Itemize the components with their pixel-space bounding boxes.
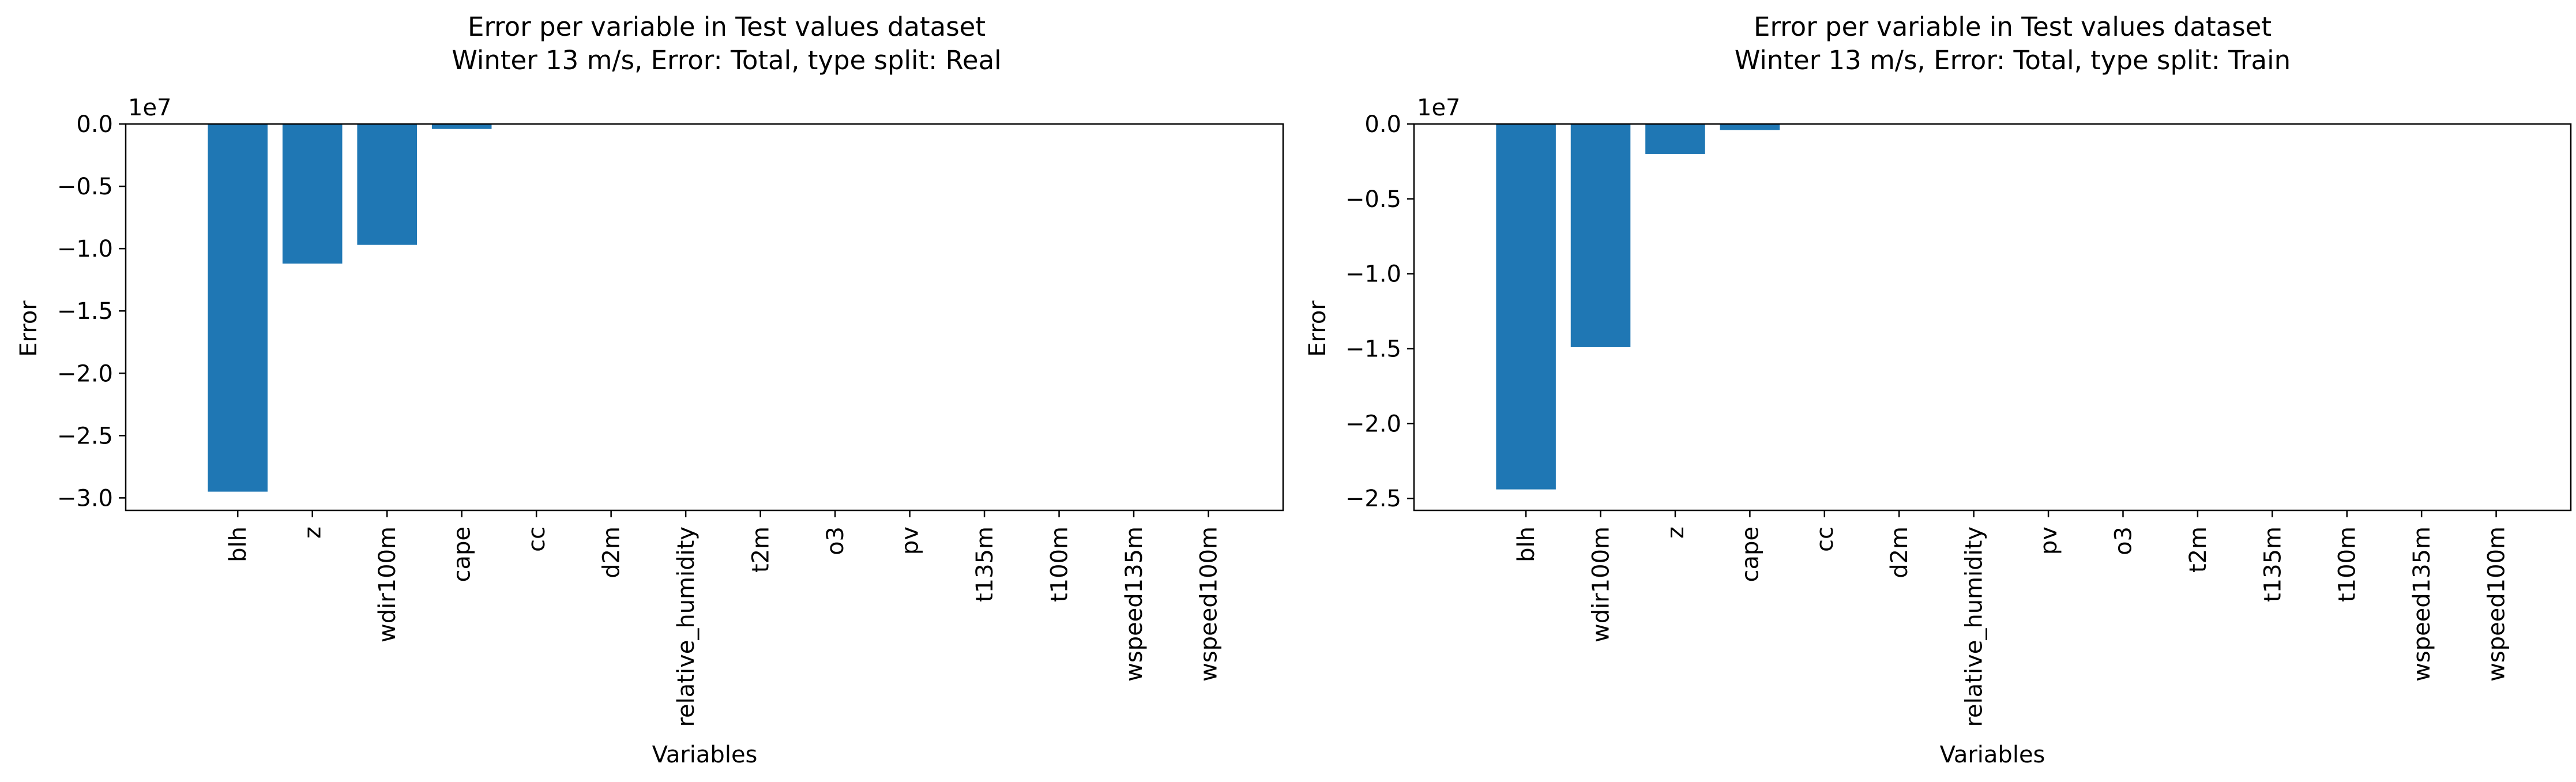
x-tick-label: pv	[897, 527, 924, 555]
bar-z	[282, 124, 343, 264]
x-axis-label: Variables	[1940, 742, 2045, 768]
x-tick-label: wdir100m	[1588, 527, 1615, 642]
x-tick-label: o3	[822, 527, 849, 555]
y-tick-label: −1.5	[57, 298, 113, 325]
x-tick-label: d2m	[599, 527, 625, 578]
bar-blh	[208, 124, 268, 492]
chart-title: Error per variable in Test values datase…	[1754, 12, 2272, 42]
y-tick-label: 0.0	[1364, 111, 1401, 138]
x-tick-label: blh	[1513, 527, 1540, 562]
x-tick-label: cape	[449, 527, 476, 582]
y-tick-label: −1.5	[1345, 336, 1401, 363]
x-tick-label: relative_humidity	[1961, 527, 1988, 727]
bar-blh	[1496, 124, 1556, 490]
x-tick-label: t2m	[748, 527, 774, 573]
x-tick-label: cape	[1737, 527, 1763, 582]
x-tick-label: z	[1663, 527, 1689, 539]
x-tick-label: blh	[225, 527, 251, 562]
x-tick-label: wspeed100m	[2484, 527, 2510, 682]
x-tick-label: cc	[524, 527, 550, 552]
chart-train: Error per variable in Test values datase…	[1304, 12, 2572, 768]
bar-cape	[431, 124, 492, 129]
y-tick-label: −2.5	[57, 423, 113, 449]
y-offset-label: 1e7	[128, 95, 172, 121]
y-tick-label: −0.5	[1345, 186, 1401, 213]
y-tick-label: −2.0	[57, 360, 113, 387]
y-tick-label: 0.0	[76, 111, 113, 138]
x-tick-label: wspeed135m	[2409, 527, 2435, 682]
x-tick-label: wdir100m	[374, 527, 401, 642]
chart-real: Error per variable in Test values datase…	[16, 12, 1284, 768]
y-axis-label: Error	[16, 300, 42, 357]
plot-frame	[125, 123, 1284, 512]
chart-subtitle: Winter 13 m/s, Error: Total, type split:…	[1735, 45, 2291, 76]
y-tick-label: −3.0	[57, 485, 113, 512]
x-tick-label: wspeed100m	[1196, 527, 1223, 682]
bar-wdir100m	[1570, 124, 1631, 347]
plot-frame	[1413, 123, 2572, 512]
y-offset-label: 1e7	[1417, 95, 1461, 121]
x-tick-label: t2m	[2185, 527, 2212, 573]
x-tick-label: cc	[1812, 527, 1838, 552]
x-tick-label: relative_humidity	[673, 527, 700, 727]
y-tick-label: −1.0	[57, 236, 113, 262]
bar-cape	[1720, 124, 1780, 130]
bar-z	[1645, 124, 1705, 154]
chart-subtitle: Winter 13 m/s, Error: Total, type split:…	[452, 45, 1001, 76]
x-tick-label: t135m	[2259, 527, 2286, 602]
x-tick-label: pv	[2036, 527, 2062, 555]
x-tick-label: t135m	[972, 527, 998, 602]
y-tick-label: −2.5	[1345, 486, 1401, 512]
x-tick-label: z	[300, 527, 326, 539]
chart-title: Error per variable in Test values datase…	[468, 12, 986, 42]
y-tick-label: −1.0	[1345, 261, 1401, 288]
y-axis-label: Error	[1304, 300, 1331, 357]
x-axis-label: Variables	[652, 742, 758, 768]
x-tick-label: t100m	[2334, 527, 2361, 602]
y-tick-label: −2.0	[1345, 411, 1401, 437]
x-tick-label: t100m	[1047, 527, 1073, 602]
x-tick-label: d2m	[1886, 527, 1913, 578]
x-tick-label: o3	[2110, 527, 2137, 555]
bar-wdir100m	[357, 124, 417, 245]
x-tick-label: wspeed135m	[1121, 527, 1148, 682]
y-tick-label: −0.5	[57, 174, 113, 200]
